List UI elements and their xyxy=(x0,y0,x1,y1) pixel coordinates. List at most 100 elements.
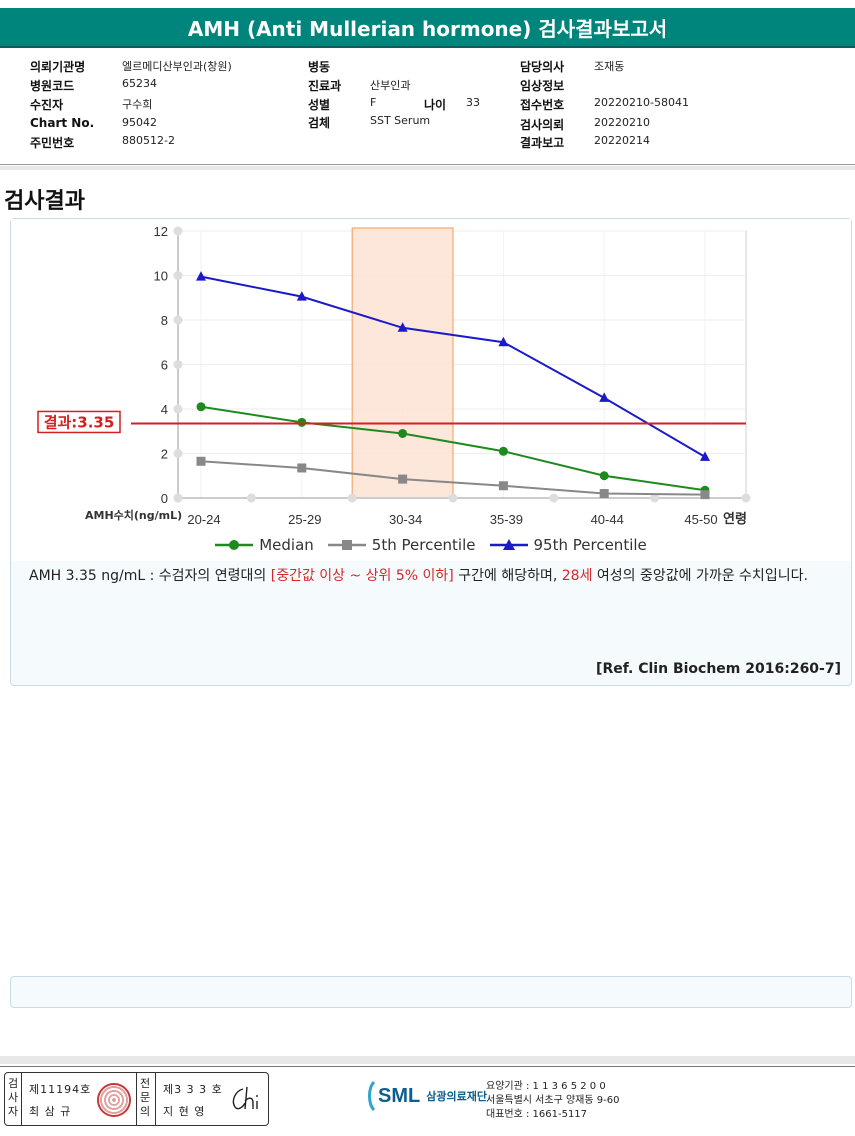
amh-chart-area: 0 2 4 6 8 10 12 20-24 25-29 30-34 35-39 40-44 45-50 A… xyxy=(11,219,851,561)
series-line-median xyxy=(200,405,706,492)
tester-name: 최 삼 규 xyxy=(29,1105,72,1118)
institution-value: 엘르메디산부인과(창원) xyxy=(122,60,232,73)
header-divider xyxy=(0,164,855,165)
report-title: AMH (Anti Mullerian hormone) 검사결과보고서 xyxy=(0,8,855,48)
series-line-95th-percentile xyxy=(200,275,706,458)
x-tick-label: 30-34 xyxy=(389,512,422,527)
series-point xyxy=(599,489,609,499)
tester-number: 제11194호 xyxy=(29,1083,92,1096)
series-point xyxy=(397,322,408,332)
specialist-number: 제3 3 3 호 xyxy=(163,1083,223,1096)
specialist-label: 전문의 xyxy=(139,1077,151,1118)
report-date-value: 20220214 xyxy=(594,134,650,147)
result-label-box xyxy=(37,410,121,434)
x-tick-dot xyxy=(246,493,256,503)
report-date-label: 결과보고 xyxy=(520,136,565,150)
y-axis-label: AMH수치(ng/mL) xyxy=(85,508,182,522)
agency-code: 요양기관 : 1 1 3 6 5 2 0 0 xyxy=(486,1081,606,1092)
signature-divider xyxy=(136,1073,137,1125)
series-point xyxy=(498,446,508,456)
specialist-name: 지 현 영 xyxy=(163,1105,206,1118)
series-point xyxy=(700,490,710,500)
sex-label: 성별 xyxy=(308,98,331,112)
result-panel: 0 2 4 6 8 10 12 20-24 25-29 30-34 35-39 40-44 45-50 A… xyxy=(10,218,852,686)
legend-label: Median xyxy=(259,536,314,554)
seal-stamp xyxy=(97,1083,131,1117)
series-point xyxy=(398,474,408,484)
x-tick-label: 20-24 xyxy=(187,512,220,527)
result-label: 결과:3.35 xyxy=(44,413,115,431)
y-tick-dot xyxy=(173,360,183,369)
doctor-label: 담당의사 xyxy=(520,60,565,74)
y-tick-dot xyxy=(173,315,183,325)
x-tick-label: 25-29 xyxy=(288,512,321,527)
y-tick-label: 6 xyxy=(161,358,168,373)
series-point xyxy=(498,336,509,347)
chart-no-label: Chart No. xyxy=(30,116,95,130)
signature-box: 검사자 제11194호 최 삼 규 전문의 제3 3 3 호 지 현 영 xyxy=(4,1072,269,1126)
y-tick-label: 0 xyxy=(161,491,168,506)
footer-address: 요양기관 : 1 1 3 6 5 2 0 0 서울특별시 서초구 양재동 9-6… xyxy=(486,1080,619,1122)
phone: 대표번호 : 1661-5117 xyxy=(486,1109,588,1120)
x-tick-dot xyxy=(741,493,751,503)
interpretation-part1: AMH 3.35 ng/mL : 수검자의 연령대의 xyxy=(29,568,271,584)
series-point xyxy=(196,402,206,412)
resident-no-value: 880512-2 xyxy=(122,134,175,147)
chart-legend: Median 5th Percentile 95th Percentile xyxy=(11,533,851,557)
chart-no-value: 95042 xyxy=(122,116,157,129)
series-point xyxy=(297,417,307,427)
reference-citation: [Ref. Clin Biochem 2016:260-7] xyxy=(596,661,841,677)
y-tick-label: 8 xyxy=(161,313,168,328)
sml-logo-icon xyxy=(368,1080,376,1112)
tester-label: 검사자 xyxy=(7,1077,19,1118)
y-tick-dot xyxy=(173,271,183,280)
legend-item: Median xyxy=(215,536,314,554)
logo-wordmark: SML xyxy=(378,1084,421,1107)
legend-label: 5th Percentile xyxy=(371,536,476,554)
y-tick-label: 2 xyxy=(161,447,168,462)
resident-no-label: 주민번호 xyxy=(30,136,75,150)
x-tick-dot xyxy=(650,493,660,503)
legend-swatch xyxy=(327,540,366,550)
y-tick-label: 10 xyxy=(154,269,168,284)
legend-swatch xyxy=(215,540,254,550)
receipt-value: 20220210-58041 xyxy=(594,96,689,109)
y-tick-label: 12 xyxy=(154,224,168,239)
address: 서울특별시 서초구 양재동 9-60 xyxy=(486,1095,620,1106)
legend-item: 95th Percentile xyxy=(489,536,647,554)
age-value: 33 xyxy=(466,96,480,109)
interpretation-part2: 구간에 해당하며, xyxy=(453,568,562,584)
clinical-label: 임상정보 xyxy=(520,79,565,93)
age-group-highlight xyxy=(351,227,454,499)
amh-chart: 0 2 4 6 8 10 12 20-24 25-29 30-34 35-39 40-44 45-50 A… xyxy=(37,224,751,527)
interpretation-text: AMH 3.35 ng/mL : 수검자의 연령대의 [중간값 이상 ~ 상위 … xyxy=(29,565,841,587)
request-value: 20220210 xyxy=(594,116,650,129)
patient-label: 수진자 xyxy=(30,98,64,112)
x-axis-label: 연령 xyxy=(723,512,747,527)
department-value: 산부인과 xyxy=(370,79,411,92)
footer-band xyxy=(0,1056,855,1064)
request-label: 검사의뢰 xyxy=(520,118,565,132)
department-label: 진료과 xyxy=(308,79,342,93)
series-point xyxy=(398,428,408,438)
series-point xyxy=(599,392,610,402)
series-point xyxy=(498,481,508,491)
legend-swatch xyxy=(489,539,528,550)
footer-divider xyxy=(0,1066,855,1067)
doctor-value: 조재동 xyxy=(594,60,625,73)
x-tick-dot xyxy=(173,493,183,503)
x-tick-label: 35-39 xyxy=(490,512,523,527)
legend-item: 5th Percentile xyxy=(327,536,476,554)
x-tick-label: 45-50 xyxy=(684,512,717,527)
specimen-label: 검체 xyxy=(308,116,331,130)
hospital-code-value: 65234 xyxy=(122,77,157,90)
section-title: 검사결과 xyxy=(4,189,85,214)
receipt-label: 접수번호 xyxy=(520,98,565,112)
footer-logo: SML 삼광의료재단 xyxy=(366,1078,487,1114)
x-tick-dot xyxy=(347,493,357,503)
series-point xyxy=(297,463,307,473)
series-point xyxy=(196,271,206,281)
series-point xyxy=(296,291,307,301)
signature-divider xyxy=(21,1073,22,1125)
sex-value: F xyxy=(370,96,377,109)
